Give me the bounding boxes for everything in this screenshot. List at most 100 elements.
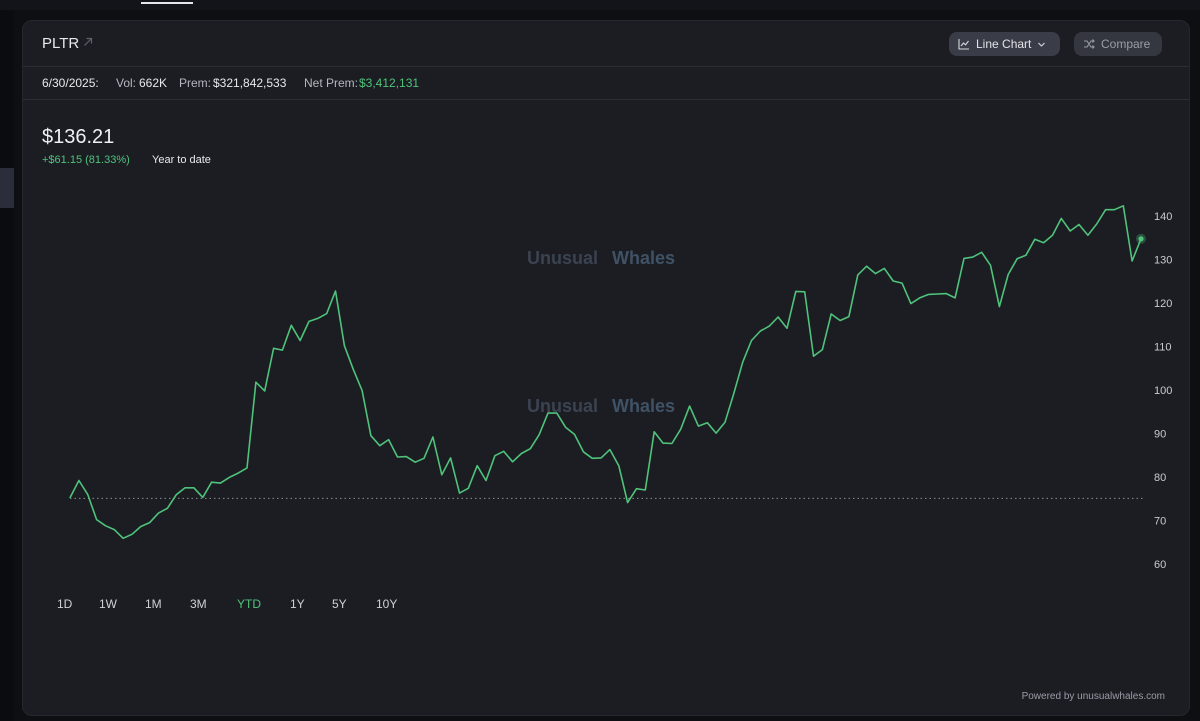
stats-date: 6/30/2025: [42, 76, 99, 90]
data-point [848, 316, 850, 318]
data-point [441, 474, 443, 476]
watermark-top-unusual: Unusual [527, 248, 598, 268]
data-point [131, 533, 133, 535]
data-point [715, 432, 717, 434]
data-point [538, 434, 540, 436]
data-point [405, 456, 407, 458]
data-point [1131, 260, 1133, 262]
active-tab-indicator [141, 2, 193, 4]
data-point [246, 467, 248, 469]
data-point [636, 488, 637, 490]
data-point [228, 476, 230, 478]
data-point [370, 435, 372, 437]
data-point [901, 282, 903, 284]
data-point [520, 453, 522, 454]
last-point-marker[interactable] [1138, 236, 1144, 242]
data-point [857, 274, 859, 276]
data-point [591, 457, 593, 459]
data-point [768, 325, 770, 327]
y-tick-label: 70 [1154, 515, 1166, 527]
data-point [1105, 209, 1107, 211]
data-point [627, 502, 629, 504]
range-1y[interactable]: 1Y [290, 597, 305, 611]
data-point [1043, 242, 1045, 244]
series-line [69, 205, 1142, 540]
range-1d[interactable]: 1D [57, 597, 73, 611]
data-point [821, 349, 823, 351]
data-point [299, 340, 301, 341]
data-point [866, 265, 868, 267]
shuffle-icon [1084, 39, 1095, 49]
data-point [697, 425, 699, 427]
data-point [839, 320, 841, 321]
data-point [1069, 230, 1071, 232]
data-point [1113, 209, 1115, 211]
data-point [671, 443, 673, 444]
data-point [113, 529, 115, 531]
external-link-icon[interactable] [83, 37, 93, 47]
data-point [96, 519, 98, 521]
range-10y[interactable]: 10Y [376, 597, 398, 611]
data-point [1078, 224, 1080, 225]
data-point [945, 293, 947, 295]
data-points [69, 205, 1142, 539]
chart-type-button[interactable]: Line Chart [949, 32, 1060, 56]
ticker-symbol[interactable]: PLTR [42, 35, 80, 52]
prem-value: $321,842,533 [213, 76, 287, 90]
data-point [804, 291, 806, 293]
data-point [1096, 223, 1098, 225]
watermark-mid-unusual: Unusual [527, 396, 598, 416]
watermark-mid-whales: Whales [612, 396, 675, 416]
data-point [140, 526, 142, 527]
vol-value: 662K [139, 76, 168, 90]
data-point [388, 439, 390, 441]
data-point [795, 290, 797, 292]
data-point [547, 412, 549, 414]
data-point [255, 381, 257, 383]
data-point [644, 489, 646, 491]
chevron-down-icon [1038, 42, 1046, 47]
data-point [600, 457, 602, 459]
net-prem-value: $3,412,131 [359, 76, 420, 90]
data-point [175, 494, 177, 496]
chart-card: PLTR Line Chart Compare 6/30/2025: Vol: … [22, 20, 1190, 716]
stats-bar: 6/30/2025: Vol: 662K Prem: $321,842,533 … [23, 67, 1189, 100]
powered-by[interactable]: Powered by unusualwhales.com [1021, 691, 1165, 702]
data-point [742, 361, 744, 363]
top-bar [0, 0, 1200, 10]
data-point [786, 327, 788, 329]
data-point [928, 293, 930, 295]
data-point [990, 264, 991, 266]
y-axis: 140 130 120 110 100 90 80 70 60 [1154, 211, 1172, 571]
data-point [724, 421, 726, 423]
range-1w[interactable]: 1W [99, 597, 117, 611]
range-3m[interactable]: 3M [190, 597, 207, 611]
compare-button[interactable]: Compare [1074, 32, 1162, 56]
data-point [1007, 274, 1009, 275]
data-point [689, 405, 691, 407]
data-point [290, 324, 292, 326]
data-point [326, 313, 328, 315]
data-point [352, 368, 354, 370]
data-point [414, 461, 416, 463]
data-point [910, 303, 912, 305]
data-point [751, 340, 752, 341]
data-point [485, 480, 487, 481]
data-point [936, 293, 938, 295]
data-point [759, 330, 761, 332]
y-tick-label: 80 [1154, 472, 1166, 484]
range-ytd[interactable]: YTD [237, 597, 261, 611]
left-rail-selected-item[interactable] [0, 168, 14, 208]
range-5y[interactable]: 5Y [332, 597, 347, 611]
period-label: Year to date [152, 154, 211, 166]
price-chart[interactable]: Unusual Whales Unusual Whales 1401301201… [23, 21, 1190, 581]
data-point [565, 426, 567, 428]
data-point [379, 445, 381, 447]
data-point [680, 428, 682, 430]
data-point [777, 316, 779, 318]
data-point [618, 465, 620, 467]
net-prem-label: Net Prem: [304, 76, 359, 90]
data-point [166, 507, 168, 509]
data-point [459, 492, 460, 494]
range-1m[interactable]: 1M [145, 597, 162, 611]
